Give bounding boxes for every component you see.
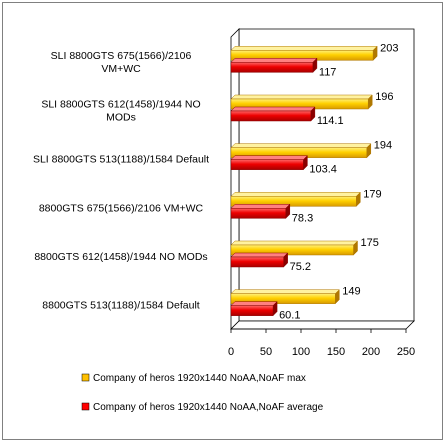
bar-average bbox=[230, 155, 308, 171]
bar-max bbox=[230, 289, 340, 305]
data-label-max: 194 bbox=[374, 140, 392, 152]
bar-average bbox=[230, 301, 278, 317]
bar-max bbox=[230, 240, 359, 256]
bar-average bbox=[230, 106, 316, 122]
data-label-max: 175 bbox=[361, 237, 379, 249]
category-label: SLI 8800GTS 675(1566)/2106 VM+WC bbox=[51, 50, 192, 75]
chart-frame: 203 117 SLI 8800GTS 675(1566)/2106 VM+WC 196… bbox=[2, 2, 443, 440]
category-label: 8800GTS 513(1188)/1584 Default bbox=[42, 300, 199, 312]
x-tick-label: 0 bbox=[228, 346, 234, 358]
legend-label: Company of heros 1920x1440 NoAA,NoAF ave… bbox=[93, 402, 324, 413]
data-label-max: 149 bbox=[342, 286, 360, 298]
bar-average bbox=[230, 252, 289, 268]
data-label-max: 196 bbox=[375, 91, 393, 103]
data-label-average: 75.2 bbox=[290, 261, 311, 273]
x-tick-label: 50 bbox=[260, 346, 272, 358]
data-label-average: 114.1 bbox=[317, 115, 344, 127]
x-tick-label: 250 bbox=[397, 346, 415, 358]
plot-side-wall bbox=[230, 28, 240, 330]
x-tick-label: 200 bbox=[362, 346, 380, 358]
bar-max bbox=[230, 191, 361, 207]
legend-swatch bbox=[81, 373, 90, 382]
data-label-max: 203 bbox=[380, 42, 398, 54]
category-label: 8800GTS 612(1458)/1944 NO MODs bbox=[34, 251, 207, 263]
data-label-average: 117 bbox=[319, 66, 337, 78]
bar-max bbox=[230, 45, 378, 61]
bar-max bbox=[230, 94, 373, 110]
data-label-average: 60.1 bbox=[279, 310, 300, 322]
bar-average bbox=[230, 57, 318, 73]
legend-swatch bbox=[81, 402, 90, 411]
category-label: SLI 8800GTS 612(1458)/1944 NO MODs bbox=[41, 99, 200, 124]
category-label: 8800GTS 675(1566)/2106 VM+WC bbox=[39, 202, 204, 214]
category-label: SLI 8800GTS 513(1188)/1584 Default bbox=[33, 154, 209, 166]
legend-label: Company of heros 1920x1440 NoAA,NoAF max bbox=[93, 373, 306, 384]
data-label-average: 103.4 bbox=[309, 164, 337, 176]
bar-average bbox=[230, 203, 291, 219]
bar-chart: 203 117 SLI 8800GTS 675(1566)/2106 VM+WC 196… bbox=[33, 28, 415, 413]
x-tick-label: 100 bbox=[292, 346, 310, 358]
plot-floor bbox=[230, 320, 415, 330]
data-label-max: 179 bbox=[363, 188, 381, 200]
x-tick-label: 150 bbox=[327, 346, 345, 358]
data-label-average: 78.3 bbox=[292, 212, 313, 224]
